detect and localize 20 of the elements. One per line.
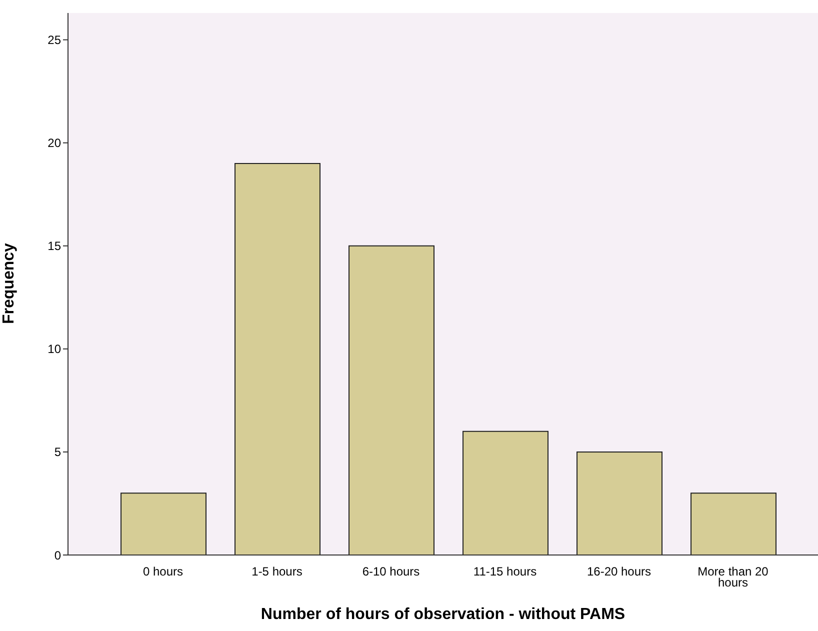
x-tick-label: 16-20 hours xyxy=(586,564,652,579)
y-tick-label: 0 xyxy=(54,548,62,562)
bar xyxy=(462,430,548,555)
x-tick-label: 11-15 hours xyxy=(473,564,537,579)
bar xyxy=(690,492,776,555)
bar xyxy=(348,245,434,555)
y-tick-label: 10 xyxy=(48,342,62,356)
y-tick-label: 15 xyxy=(48,239,62,254)
x-tick-label: 1-5 hours xyxy=(252,564,302,579)
y-tick-label: 5 xyxy=(54,445,62,460)
y-tick-label: 25 xyxy=(48,33,62,48)
x-tick-label: 6-10 hours xyxy=(362,564,420,579)
y-axis-title: Frequency xyxy=(0,242,18,324)
bar xyxy=(234,162,320,555)
x-tick-label: 0 hours xyxy=(142,564,184,579)
x-tick-label: More than 20 hours xyxy=(698,564,769,590)
y-tick-label: 20 xyxy=(48,136,62,150)
x-axis-title: Number of hours of observation - without PAMS xyxy=(260,606,626,623)
bar xyxy=(120,492,206,555)
bar xyxy=(576,451,662,555)
